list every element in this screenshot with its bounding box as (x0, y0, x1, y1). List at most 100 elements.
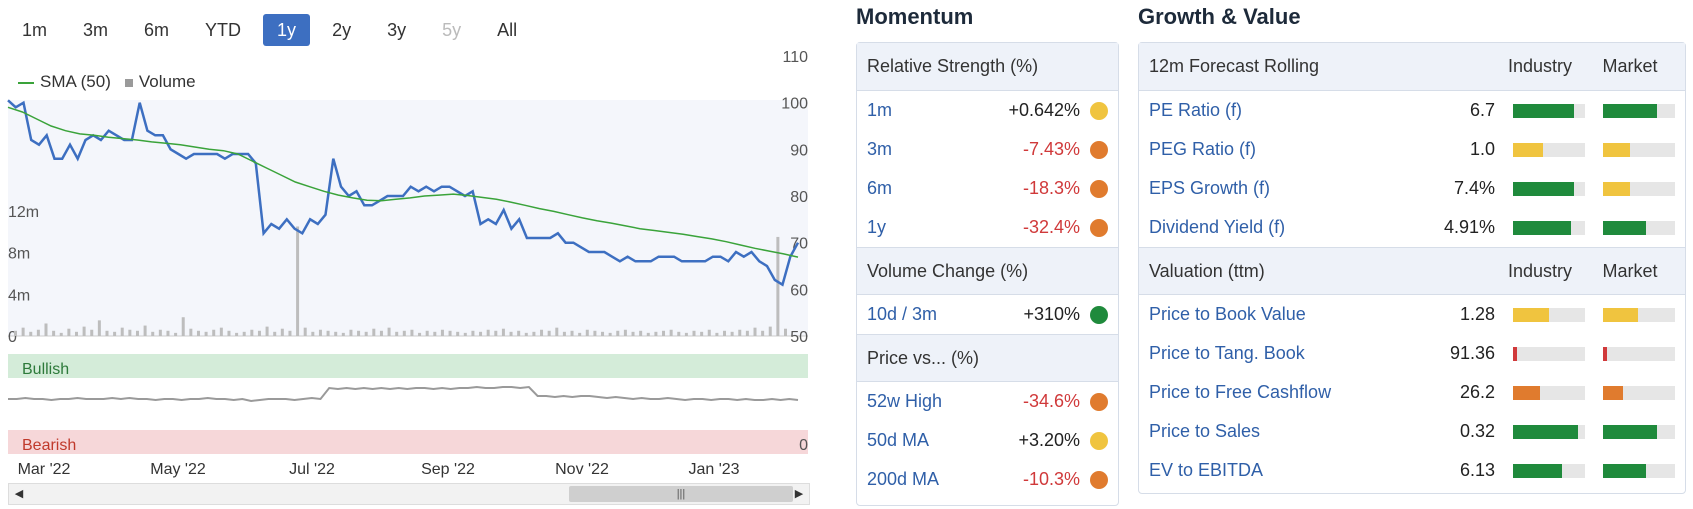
metric-row: EV to EBITDA 6.13 (1139, 451, 1685, 490)
momentum-row-label[interactable]: 1m (867, 100, 893, 120)
momentum-row-value: -34.6% (1022, 391, 1080, 411)
range-button[interactable]: 3y (373, 14, 420, 46)
chart-navigator-scrollbar[interactable]: ◀ ||| ▶ (8, 483, 810, 505)
momentum-row-label[interactable]: 200d MA (867, 469, 940, 489)
metric-label[interactable]: Price to Tang. Book (1149, 343, 1305, 363)
price-tick-label: 60 (790, 282, 808, 299)
industry-rank-fill (1513, 463, 1562, 478)
metric-label[interactable]: EV to EBITDA (1149, 460, 1264, 480)
bearish-label: Bearish (22, 437, 76, 454)
sma-line (7, 106, 799, 258)
range-button[interactable]: All (483, 14, 531, 46)
market-rank-bar (1603, 463, 1675, 478)
momentum-row-label[interactable]: 10d / 3m (867, 304, 938, 324)
volume-bar (113, 331, 117, 336)
x-tick-label: Mar '22 (18, 461, 71, 478)
volume-bar (700, 331, 704, 336)
section-header-label: Relative Strength (%) (867, 56, 1039, 76)
momentum-row-label[interactable]: 1y (867, 217, 887, 237)
momentum-row-value: -32.4% (1022, 217, 1080, 237)
volume-bar (82, 326, 86, 336)
industry-rank-bar (1513, 346, 1585, 361)
volume-bar (524, 332, 528, 336)
volume-bar (227, 330, 231, 336)
volume-bar (36, 329, 40, 336)
stockrank-min-label: 0 (799, 437, 808, 454)
metric-value: 6.13 (1459, 460, 1495, 480)
volume-bar (738, 329, 742, 336)
volume-bar (692, 330, 696, 336)
market-rank-bar (1603, 307, 1675, 322)
market-rank-bar (1603, 220, 1675, 235)
status-dot-icon (1090, 392, 1108, 411)
volume-bar (120, 327, 124, 336)
momentum-row-label[interactable]: 52w High (867, 391, 943, 411)
industry-column-header: Industry (1507, 260, 1573, 281)
volume-bar (326, 330, 330, 336)
range-button[interactable]: YTD (191, 14, 255, 46)
metric-label[interactable]: Price to Sales (1149, 421, 1261, 441)
market-rank-bar (1603, 385, 1675, 400)
volume-bar (784, 328, 787, 336)
metric-label[interactable]: Price to Free Cashflow (1149, 382, 1332, 402)
volume-bar (357, 330, 361, 336)
volume-bar (608, 332, 612, 336)
volume-bar (318, 329, 322, 336)
range-button[interactable]: 1y (263, 14, 311, 46)
volume-bar (364, 331, 368, 336)
industry-rank-bar (1513, 181, 1585, 196)
market-rank-bar (1603, 142, 1675, 157)
metric-label[interactable]: Dividend Yield (f) (1149, 217, 1286, 237)
section-header-label: Price vs... (%) (867, 347, 980, 368)
section-header-label: Volume Change (%) (867, 260, 1029, 281)
volume-bar (181, 317, 185, 336)
market-rank-bar (1603, 424, 1675, 439)
metric-label[interactable]: Price to Book Value (1149, 304, 1306, 324)
metric-row: Price to Free Cashflow 26.2 (1139, 373, 1685, 412)
industry-rank-fill (1513, 385, 1541, 400)
volume-bar (67, 328, 71, 336)
volume-bar (776, 236, 780, 336)
market-rank-fill (1603, 385, 1624, 400)
scroll-thumb[interactable]: ||| (569, 486, 793, 502)
industry-column-header: Industry (1507, 56, 1573, 76)
volume-bar (456, 331, 460, 336)
scroll-right-icon[interactable]: ▶ (794, 488, 804, 500)
price-vs-header: Price vs... (%) (857, 334, 1118, 382)
metric-row: Price to Tang. Book 91.36 (1139, 334, 1685, 373)
momentum-row-value: -18.3% (1022, 178, 1080, 198)
price-line (7, 99, 800, 287)
legend-volume[interactable]: Volume (124, 72, 196, 92)
volume-change-header: Volume Change (%) (857, 247, 1118, 295)
momentum-row-label[interactable]: 50d MA (867, 430, 930, 450)
status-dot-icon (1090, 431, 1108, 450)
range-button[interactable]: 1m (8, 14, 61, 46)
volume-bar (44, 323, 48, 336)
metric-row: EPS Growth (f) 7.4% (1139, 169, 1685, 208)
relative-strength-header: Relative Strength (%) (857, 43, 1118, 91)
metric-label[interactable]: PEG Ratio (f) (1149, 139, 1257, 159)
momentum-row-label[interactable]: 6m (867, 178, 893, 198)
metric-label[interactable]: EPS Growth (f) (1149, 178, 1271, 198)
volume-bar (349, 329, 353, 336)
metric-value: 6.7 (1469, 100, 1495, 120)
range-button[interactable]: 2y (318, 14, 365, 46)
volume-bar (669, 329, 673, 336)
volume-bar (715, 332, 719, 336)
scroll-left-icon[interactable]: ◀ (14, 488, 24, 500)
industry-rank-bar (1513, 307, 1585, 322)
market-rank-fill (1603, 463, 1647, 478)
range-button[interactable]: 6m (130, 14, 183, 46)
volume-tick-label: 4m (8, 287, 30, 304)
metric-label[interactable]: PE Ratio (f) (1149, 100, 1243, 120)
momentum-row-label[interactable]: 3m (867, 139, 893, 159)
industry-rank-bar (1513, 220, 1585, 235)
volume-bar (601, 331, 605, 336)
chart-legend: SMA (50) Volume (18, 72, 196, 92)
volume-bar (684, 332, 688, 336)
legend-sma[interactable]: SMA (50) (18, 72, 111, 92)
volume-bar (745, 330, 749, 336)
price-chart[interactable]: 110100908070605012m8m4m0Share PriceBulli… (0, 40, 810, 480)
volume-bar (562, 331, 566, 336)
range-button[interactable]: 3m (69, 14, 122, 46)
